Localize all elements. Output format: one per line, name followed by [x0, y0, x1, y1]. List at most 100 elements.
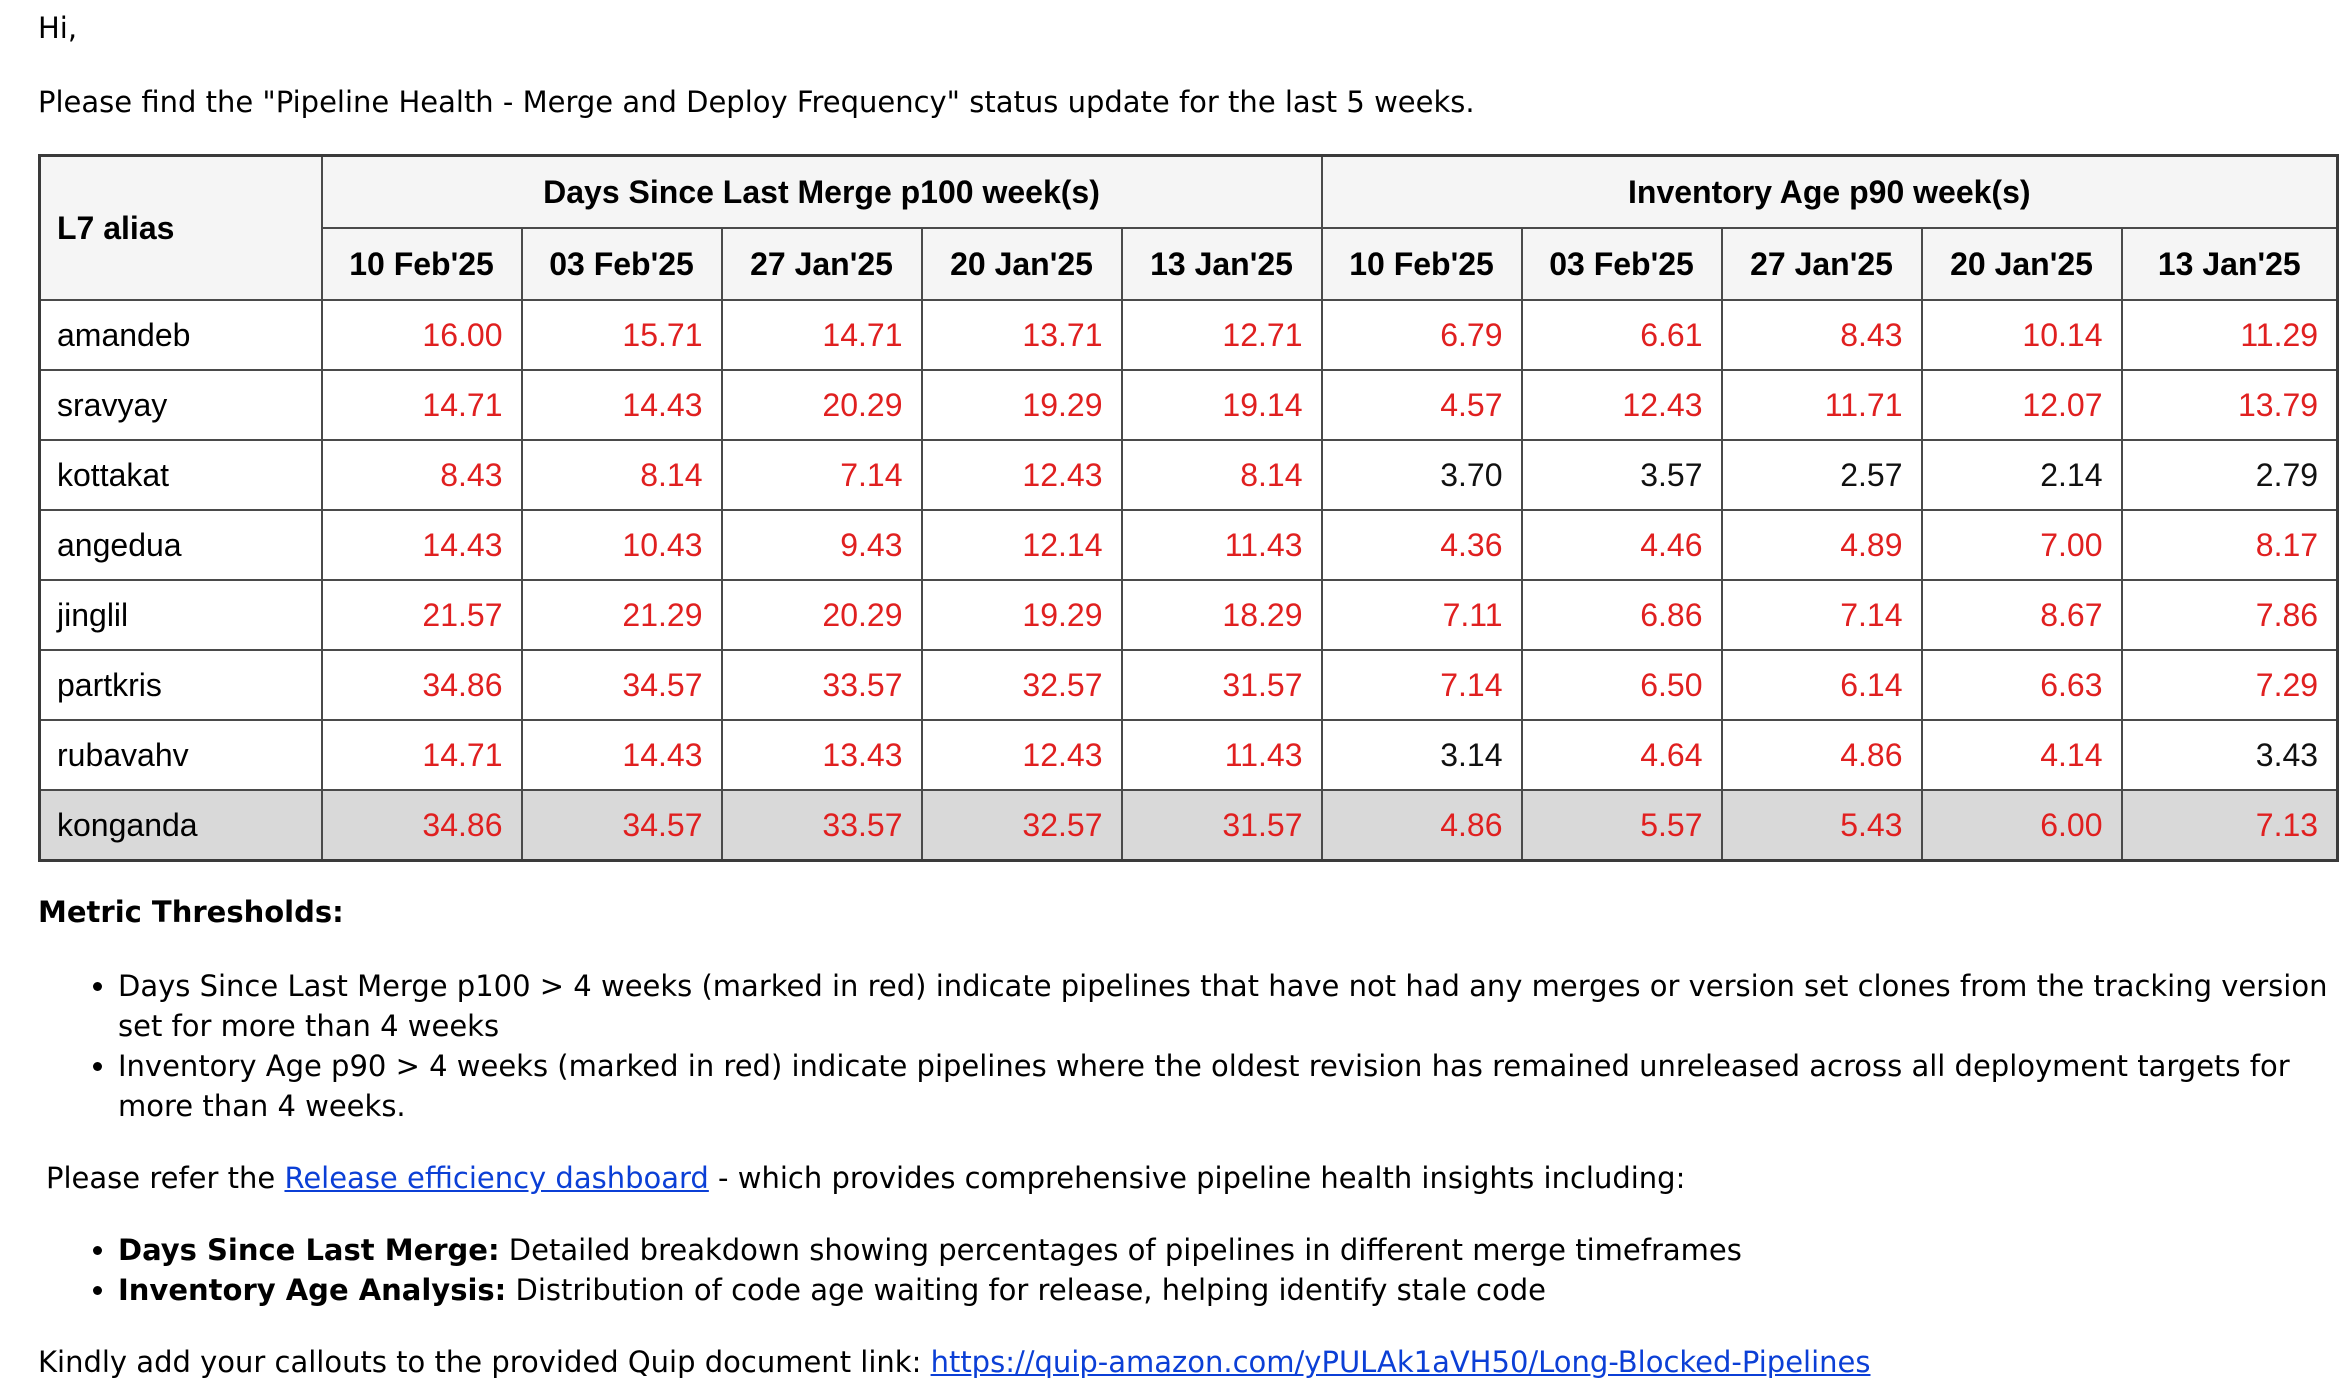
inventory-value-cell: 8.17 — [2120, 509, 2339, 581]
merge-value-cell: 14.43 — [520, 719, 723, 791]
inventory-value-cell: 6.14 — [1720, 649, 1923, 721]
merge-value-cell: 12.43 — [920, 439, 1123, 511]
inventory-value-cell: 2.79 — [2120, 439, 2339, 511]
inventory-value-cell: 3.70 — [1320, 439, 1523, 511]
inventory-value-cell: 4.64 — [1520, 719, 1723, 791]
merge-value-cell: 12.71 — [1120, 299, 1323, 371]
insight-text: Distribution of code age waiting for rel… — [506, 1273, 1546, 1307]
alias-cell: partkris — [38, 649, 323, 721]
alias-cell: konganda — [38, 789, 323, 862]
inventory-value-cell: 4.46 — [1520, 509, 1723, 581]
inventory-value-cell: 2.14 — [1920, 439, 2123, 511]
merge-week-header: 10 Feb'25 — [320, 227, 523, 301]
inventory-value-cell: 6.00 — [1920, 789, 2123, 862]
insight-text: Detailed breakdown showing percentages o… — [499, 1233, 1742, 1267]
table-row: partkris 34.86 34.57 33.57 32.57 31.57 7… — [38, 649, 2339, 721]
merge-value-cell: 32.57 — [920, 649, 1123, 721]
alias-cell: jinglil — [38, 579, 323, 651]
refer-suffix: - which provides comprehensive pipeline … — [708, 1161, 1686, 1195]
inventory-value-cell: 3.43 — [2120, 719, 2339, 791]
inventory-value-cell: 6.63 — [1920, 649, 2123, 721]
inventory-week-header: 10 Feb'25 — [1320, 227, 1523, 301]
merge-value-cell: 11.43 — [1120, 509, 1323, 581]
merge-value-cell: 19.29 — [920, 369, 1123, 441]
inventory-value-cell: 6.61 — [1520, 299, 1723, 371]
alias-cell: angedua — [38, 509, 323, 581]
alias-cell: amandeb — [38, 299, 323, 371]
inventory-value-cell: 3.14 — [1320, 719, 1523, 791]
merge-value-cell: 8.43 — [320, 439, 523, 511]
inventory-value-cell: 12.43 — [1520, 369, 1723, 441]
inventory-value-cell: 7.11 — [1320, 579, 1523, 651]
inventory-value-cell: 7.29 — [2120, 649, 2339, 721]
merge-value-cell: 18.29 — [1120, 579, 1323, 651]
merge-value-cell: 14.71 — [720, 299, 923, 371]
refer-paragraph: Please refer the Release efficiency dash… — [46, 1158, 1685, 1198]
alias-cell: sravyay — [38, 369, 323, 441]
inventory-value-cell: 7.14 — [1720, 579, 1923, 651]
inventory-value-cell: 7.86 — [2120, 579, 2339, 651]
inventory-value-cell: 12.07 — [1920, 369, 2123, 441]
greeting: Hi, — [38, 11, 78, 45]
table-row-highlighted: konganda 34.86 34.57 33.57 32.57 31.57 4… — [38, 789, 2339, 862]
list-item: Inventory Age Analysis: Distribution of … — [118, 1270, 2340, 1310]
inventory-value-cell: 4.57 — [1320, 369, 1523, 441]
merge-value-cell: 20.29 — [720, 369, 923, 441]
inventory-value-cell: 3.57 — [1520, 439, 1723, 511]
inventory-value-cell: 4.89 — [1720, 509, 1923, 581]
merge-value-cell: 31.57 — [1120, 789, 1323, 862]
merge-value-cell: 10.43 — [520, 509, 723, 581]
merge-value-cell: 34.57 — [520, 649, 723, 721]
merge-value-cell: 15.71 — [520, 299, 723, 371]
table-row: rubavahv 14.71 14.43 13.43 12.43 11.43 3… — [38, 719, 2339, 791]
inventory-value-cell: 13.79 — [2120, 369, 2339, 441]
inventory-week-header: 27 Jan'25 — [1720, 227, 1923, 301]
intro-text: Please find the "Pipeline Health - Merge… — [38, 85, 1475, 119]
inventory-value-cell: 10.14 — [1920, 299, 2123, 371]
inventory-value-cell: 7.00 — [1920, 509, 2123, 581]
inventory-value-cell: 11.29 — [2120, 299, 2339, 371]
merge-value-cell: 12.14 — [920, 509, 1123, 581]
merge-value-cell: 34.86 — [320, 789, 523, 862]
pipeline-health-table: L7 alias Days Since Last Merge p100 week… — [38, 154, 2340, 862]
merge-value-cell: 7.14 — [720, 439, 923, 511]
group-header-row: L7 alias Days Since Last Merge p100 week… — [38, 154, 2339, 301]
table-row: amandeb 16.00 15.71 14.71 13.71 12.71 6.… — [38, 299, 2339, 371]
release-dashboard-link[interactable]: Release efficiency dashboard — [284, 1161, 709, 1195]
thresholds-heading: Metric Thresholds: — [38, 895, 344, 929]
insight-label: Inventory Age Analysis: — [118, 1273, 507, 1307]
inventory-value-cell: 7.14 — [1320, 649, 1523, 721]
inventory-week-header: 13 Jan'25 — [2120, 227, 2339, 301]
merge-value-cell: 34.57 — [520, 789, 723, 862]
insight-label: Days Since Last Merge: — [118, 1233, 500, 1267]
inventory-value-cell: 4.86 — [1320, 789, 1523, 862]
merge-value-cell: 14.43 — [520, 369, 723, 441]
merge-value-cell: 13.43 — [720, 719, 923, 791]
inventory-week-header: 03 Feb'25 — [1520, 227, 1723, 301]
merge-value-cell: 19.29 — [920, 579, 1123, 651]
merge-week-header: 03 Feb'25 — [520, 227, 723, 301]
merge-value-cell: 31.57 — [1120, 649, 1323, 721]
table-row: jinglil 21.57 21.29 20.29 19.29 18.29 7.… — [38, 579, 2339, 651]
merge-group-header: Days Since Last Merge p100 week(s) — [320, 154, 1323, 229]
inventory-value-cell: 8.43 — [1720, 299, 1923, 371]
inventory-value-cell: 6.86 — [1520, 579, 1723, 651]
list-item: Days Since Last Merge: Detailed breakdow… — [118, 1230, 2340, 1270]
inventory-value-cell: 2.57 — [1720, 439, 1923, 511]
merge-value-cell: 12.43 — [920, 719, 1123, 791]
inventory-value-cell: 8.67 — [1920, 579, 2123, 651]
merge-value-cell: 9.43 — [720, 509, 923, 581]
merge-value-cell: 33.57 — [720, 649, 923, 721]
merge-value-cell: 13.71 — [920, 299, 1123, 371]
merge-value-cell: 11.43 — [1120, 719, 1323, 791]
inventory-group-header: Inventory Age p90 week(s) — [1320, 154, 2339, 229]
alias-header: L7 alias — [38, 154, 323, 301]
inventory-value-cell: 4.36 — [1320, 509, 1523, 581]
merge-value-cell: 21.57 — [320, 579, 523, 651]
inventory-value-cell: 4.14 — [1920, 719, 2123, 791]
merge-value-cell: 14.43 — [320, 509, 523, 581]
quip-document-link[interactable]: https://quip-amazon.com/yPULAk1aVH50/Lon… — [930, 1345, 1871, 1379]
inventory-value-cell: 5.43 — [1720, 789, 1923, 862]
merge-value-cell: 16.00 — [320, 299, 523, 371]
week-header-row: 10 Feb'25 03 Feb'25 27 Jan'25 20 Jan'25 … — [40, 227, 2339, 301]
